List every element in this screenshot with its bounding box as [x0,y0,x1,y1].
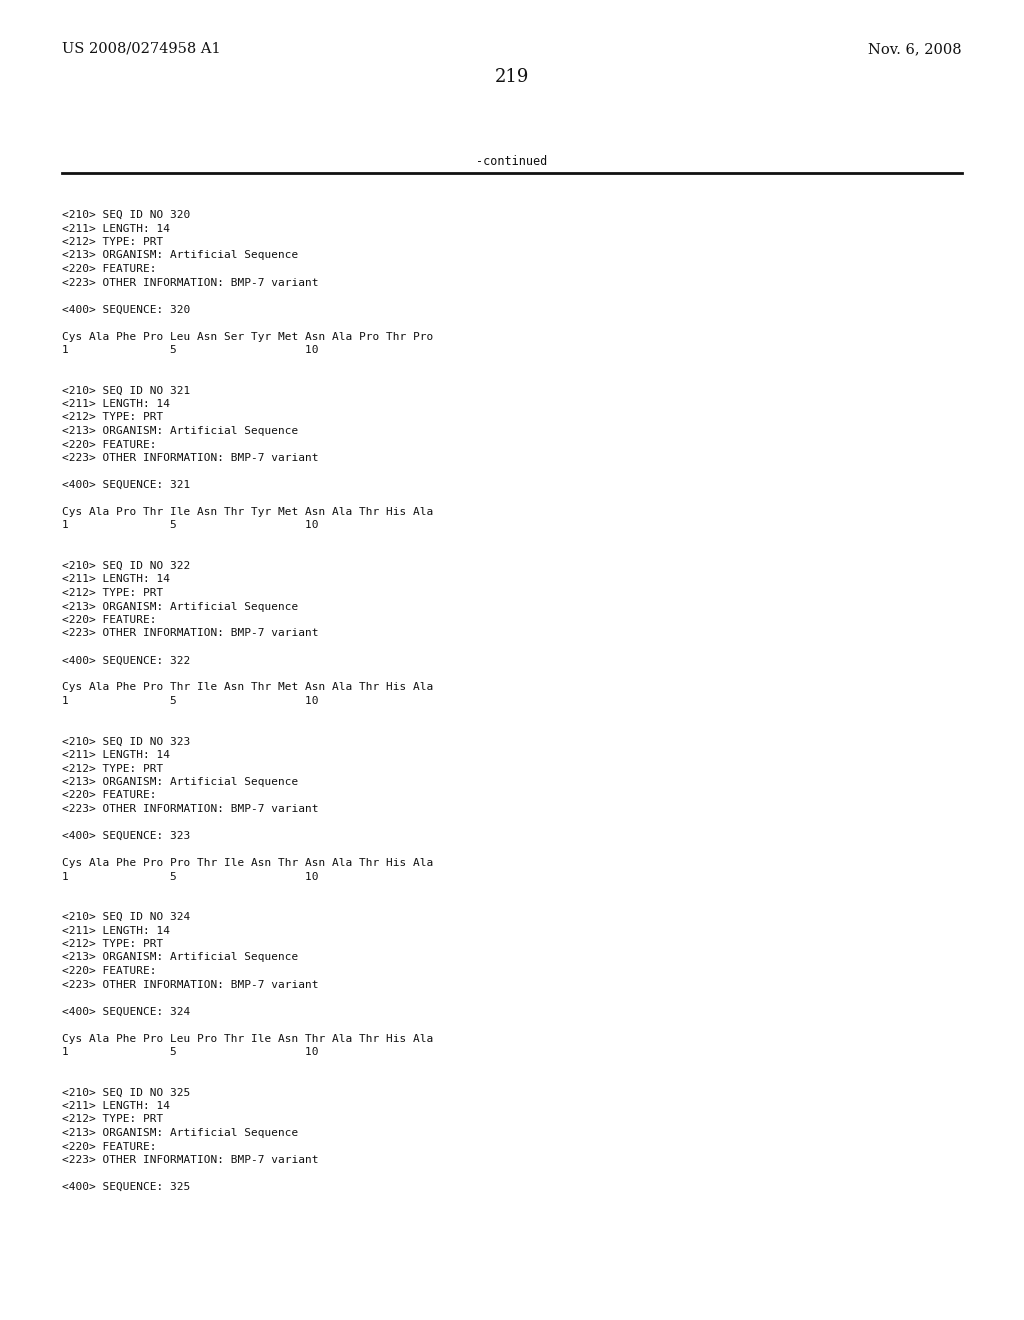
Text: <400> SEQUENCE: 321: <400> SEQUENCE: 321 [62,480,190,490]
Text: Cys Ala Pro Thr Ile Asn Thr Tyr Met Asn Ala Thr His Ala: Cys Ala Pro Thr Ile Asn Thr Tyr Met Asn … [62,507,433,517]
Text: <220> FEATURE:: <220> FEATURE: [62,791,157,800]
Text: <223> OTHER INFORMATION: BMP-7 variant: <223> OTHER INFORMATION: BMP-7 variant [62,979,318,990]
Text: <223> OTHER INFORMATION: BMP-7 variant: <223> OTHER INFORMATION: BMP-7 variant [62,628,318,639]
Text: <213> ORGANISM: Artificial Sequence: <213> ORGANISM: Artificial Sequence [62,426,298,436]
Text: <400> SEQUENCE: 323: <400> SEQUENCE: 323 [62,832,190,841]
Text: <400> SEQUENCE: 324: <400> SEQUENCE: 324 [62,1006,190,1016]
Text: 1               5                   10: 1 5 10 [62,520,318,531]
Text: <211> LENGTH: 14: <211> LENGTH: 14 [62,925,170,936]
Text: <212> TYPE: PRT: <212> TYPE: PRT [62,238,163,247]
Text: <213> ORGANISM: Artificial Sequence: <213> ORGANISM: Artificial Sequence [62,953,298,962]
Text: <220> FEATURE:: <220> FEATURE: [62,264,157,275]
Text: <213> ORGANISM: Artificial Sequence: <213> ORGANISM: Artificial Sequence [62,602,298,611]
Text: <220> FEATURE:: <220> FEATURE: [62,966,157,975]
Text: 1               5                   10: 1 5 10 [62,696,318,706]
Text: <220> FEATURE:: <220> FEATURE: [62,1142,157,1151]
Text: <400> SEQUENCE: 322: <400> SEQUENCE: 322 [62,656,190,665]
Text: <210> SEQ ID NO 323: <210> SEQ ID NO 323 [62,737,190,747]
Text: <220> FEATURE:: <220> FEATURE: [62,615,157,624]
Text: US 2008/0274958 A1: US 2008/0274958 A1 [62,42,220,55]
Text: <211> LENGTH: 14: <211> LENGTH: 14 [62,574,170,585]
Text: Cys Ala Phe Pro Leu Pro Thr Ile Asn Thr Ala Thr His Ala: Cys Ala Phe Pro Leu Pro Thr Ile Asn Thr … [62,1034,433,1044]
Text: <210> SEQ ID NO 321: <210> SEQ ID NO 321 [62,385,190,396]
Text: <212> TYPE: PRT: <212> TYPE: PRT [62,763,163,774]
Text: <223> OTHER INFORMATION: BMP-7 variant: <223> OTHER INFORMATION: BMP-7 variant [62,453,318,463]
Text: <220> FEATURE:: <220> FEATURE: [62,440,157,450]
Text: 219: 219 [495,69,529,86]
Text: <223> OTHER INFORMATION: BMP-7 variant: <223> OTHER INFORMATION: BMP-7 variant [62,1155,318,1166]
Text: 1               5                   10: 1 5 10 [62,345,318,355]
Text: Cys Ala Phe Pro Leu Asn Ser Tyr Met Asn Ala Pro Thr Pro: Cys Ala Phe Pro Leu Asn Ser Tyr Met Asn … [62,331,433,342]
Text: <223> OTHER INFORMATION: BMP-7 variant: <223> OTHER INFORMATION: BMP-7 variant [62,277,318,288]
Text: <212> TYPE: PRT: <212> TYPE: PRT [62,939,163,949]
Text: <400> SEQUENCE: 320: <400> SEQUENCE: 320 [62,305,190,314]
Text: <211> LENGTH: 14: <211> LENGTH: 14 [62,750,170,760]
Text: <210> SEQ ID NO 322: <210> SEQ ID NO 322 [62,561,190,572]
Text: <212> TYPE: PRT: <212> TYPE: PRT [62,412,163,422]
Text: <211> LENGTH: 14: <211> LENGTH: 14 [62,1101,170,1111]
Text: Cys Ala Phe Pro Thr Ile Asn Thr Met Asn Ala Thr His Ala: Cys Ala Phe Pro Thr Ile Asn Thr Met Asn … [62,682,433,693]
Text: <213> ORGANISM: Artificial Sequence: <213> ORGANISM: Artificial Sequence [62,777,298,787]
Text: <212> TYPE: PRT: <212> TYPE: PRT [62,1114,163,1125]
Text: <223> OTHER INFORMATION: BMP-7 variant: <223> OTHER INFORMATION: BMP-7 variant [62,804,318,814]
Text: -continued: -continued [476,154,548,168]
Text: Cys Ala Phe Pro Pro Thr Ile Asn Thr Asn Ala Thr His Ala: Cys Ala Phe Pro Pro Thr Ile Asn Thr Asn … [62,858,433,869]
Text: <210> SEQ ID NO 325: <210> SEQ ID NO 325 [62,1088,190,1097]
Text: <213> ORGANISM: Artificial Sequence: <213> ORGANISM: Artificial Sequence [62,251,298,260]
Text: Nov. 6, 2008: Nov. 6, 2008 [868,42,962,55]
Text: <210> SEQ ID NO 324: <210> SEQ ID NO 324 [62,912,190,921]
Text: <210> SEQ ID NO 320: <210> SEQ ID NO 320 [62,210,190,220]
Text: <213> ORGANISM: Artificial Sequence: <213> ORGANISM: Artificial Sequence [62,1129,298,1138]
Text: <211> LENGTH: 14: <211> LENGTH: 14 [62,399,170,409]
Text: <211> LENGTH: 14: <211> LENGTH: 14 [62,223,170,234]
Text: 1               5                   10: 1 5 10 [62,1047,318,1057]
Text: <212> TYPE: PRT: <212> TYPE: PRT [62,587,163,598]
Text: <400> SEQUENCE: 325: <400> SEQUENCE: 325 [62,1181,190,1192]
Text: 1               5                   10: 1 5 10 [62,871,318,882]
